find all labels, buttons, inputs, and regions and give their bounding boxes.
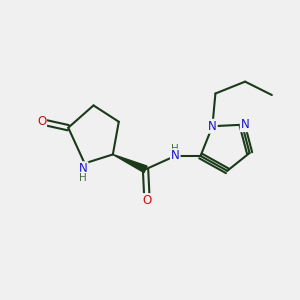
Text: H: H <box>79 172 87 183</box>
Text: N: N <box>208 120 217 133</box>
Text: N: N <box>241 118 250 131</box>
Text: O: O <box>37 115 46 128</box>
Text: H: H <box>171 144 179 154</box>
Text: O: O <box>142 194 152 207</box>
Text: N: N <box>79 162 88 175</box>
Polygon shape <box>113 154 147 172</box>
Text: N: N <box>171 149 180 162</box>
